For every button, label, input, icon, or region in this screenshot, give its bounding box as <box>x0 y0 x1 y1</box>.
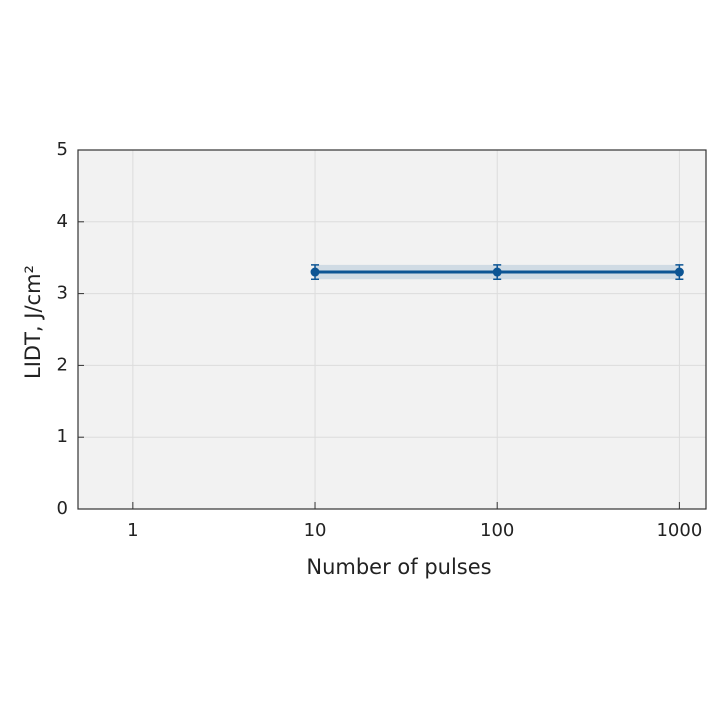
y-tick-label: 5 <box>57 139 68 160</box>
point <box>492 267 502 277</box>
y-axis-label: LIDT, J/cm² <box>21 265 45 379</box>
plot-border <box>77 149 707 510</box>
point <box>310 267 320 277</box>
x-tick-label: 100 <box>480 520 514 541</box>
plot-area <box>78 150 706 509</box>
x-tick-label: 1 <box>127 520 138 541</box>
x-tick-label: 1000 <box>656 520 702 541</box>
marks <box>310 264 684 280</box>
y-tick-label: 1 <box>57 426 68 447</box>
point <box>674 267 684 277</box>
y-tick-label: 4 <box>57 211 68 232</box>
y-tick-label: 3 <box>57 283 68 304</box>
x-axis-label: Number of pulses <box>306 555 491 579</box>
y-tick-label: 2 <box>57 354 68 375</box>
y-tick-label: 0 <box>57 498 68 519</box>
x-tick-label: 10 <box>304 520 327 541</box>
